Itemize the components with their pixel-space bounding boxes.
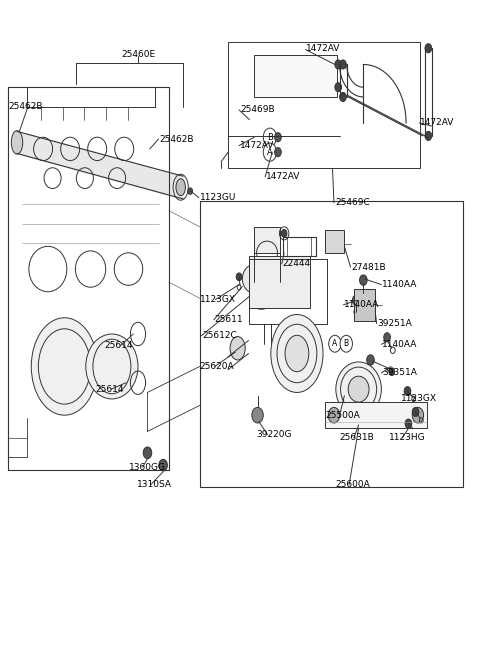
Bar xyxy=(228,42,420,168)
Bar xyxy=(254,227,280,253)
Text: 1472AV: 1472AV xyxy=(420,119,455,128)
Ellipse shape xyxy=(425,132,432,140)
Text: 39251A: 39251A xyxy=(378,319,412,328)
Bar xyxy=(254,55,337,97)
Ellipse shape xyxy=(143,447,152,458)
Text: 25611: 25611 xyxy=(215,315,243,324)
Text: 39220G: 39220G xyxy=(257,430,292,439)
Text: 1123HG: 1123HG xyxy=(389,434,426,442)
Ellipse shape xyxy=(328,407,340,423)
Ellipse shape xyxy=(329,335,341,352)
Text: 25469B: 25469B xyxy=(240,105,275,115)
Ellipse shape xyxy=(230,337,245,360)
Text: 25612C: 25612C xyxy=(202,331,237,341)
Text: 1140AA: 1140AA xyxy=(344,300,380,309)
Ellipse shape xyxy=(340,60,346,69)
Ellipse shape xyxy=(263,143,276,161)
Text: 1140AA: 1140AA xyxy=(383,280,418,289)
Text: B: B xyxy=(344,339,349,348)
Text: 1123GU: 1123GU xyxy=(200,193,236,202)
Ellipse shape xyxy=(425,44,432,53)
Text: 39351A: 39351A xyxy=(383,369,417,377)
Text: 25462B: 25462B xyxy=(159,135,194,143)
Bar xyxy=(354,289,375,321)
Text: 1123GX: 1123GX xyxy=(401,394,437,403)
Text: 25469C: 25469C xyxy=(335,198,370,207)
Ellipse shape xyxy=(271,314,323,392)
Bar xyxy=(325,230,344,253)
Text: 25631B: 25631B xyxy=(340,434,374,442)
Ellipse shape xyxy=(275,147,281,157)
Ellipse shape xyxy=(236,273,242,281)
Text: 25460E: 25460E xyxy=(121,50,155,59)
Ellipse shape xyxy=(86,334,138,399)
Ellipse shape xyxy=(384,333,390,342)
Ellipse shape xyxy=(159,459,168,471)
Text: 1472AV: 1472AV xyxy=(306,44,341,53)
Ellipse shape xyxy=(360,275,367,286)
Ellipse shape xyxy=(352,295,360,305)
Text: B: B xyxy=(267,133,273,141)
Ellipse shape xyxy=(281,229,287,237)
Ellipse shape xyxy=(242,265,266,293)
Text: 27481B: 27481B xyxy=(351,263,386,272)
Bar xyxy=(249,259,327,324)
Text: 25500A: 25500A xyxy=(325,411,360,420)
Text: 1310SA: 1310SA xyxy=(137,480,171,489)
Text: 25600A: 25600A xyxy=(335,480,370,489)
Ellipse shape xyxy=(389,367,395,375)
Ellipse shape xyxy=(367,355,374,365)
Ellipse shape xyxy=(412,407,419,417)
Text: 22444: 22444 xyxy=(283,259,311,269)
Ellipse shape xyxy=(188,188,192,195)
Ellipse shape xyxy=(405,419,412,428)
Text: A: A xyxy=(332,339,337,348)
Text: 25620A: 25620A xyxy=(200,362,234,371)
Text: 1472AV: 1472AV xyxy=(266,172,300,181)
Ellipse shape xyxy=(340,335,352,352)
Ellipse shape xyxy=(263,128,276,146)
Text: 1360GG: 1360GG xyxy=(129,462,166,472)
Ellipse shape xyxy=(412,407,424,423)
Ellipse shape xyxy=(348,376,369,402)
Ellipse shape xyxy=(340,92,346,102)
Bar xyxy=(249,256,310,308)
Text: 1472AV: 1472AV xyxy=(240,141,275,150)
Ellipse shape xyxy=(404,386,411,396)
Ellipse shape xyxy=(336,362,382,417)
Bar xyxy=(325,402,427,428)
Ellipse shape xyxy=(176,179,185,196)
Ellipse shape xyxy=(275,133,281,141)
Ellipse shape xyxy=(252,407,263,423)
Ellipse shape xyxy=(254,288,269,305)
Text: 25614: 25614 xyxy=(96,384,124,394)
Ellipse shape xyxy=(31,318,97,415)
Text: 25462B: 25462B xyxy=(9,102,43,111)
Text: A: A xyxy=(267,147,273,157)
Bar xyxy=(200,201,463,487)
Text: 25614: 25614 xyxy=(105,341,133,350)
Ellipse shape xyxy=(335,60,342,69)
Text: 1140AA: 1140AA xyxy=(383,340,418,349)
Ellipse shape xyxy=(12,131,23,154)
Text: 1123GX: 1123GX xyxy=(200,295,236,304)
Ellipse shape xyxy=(335,83,342,92)
Ellipse shape xyxy=(285,335,309,371)
